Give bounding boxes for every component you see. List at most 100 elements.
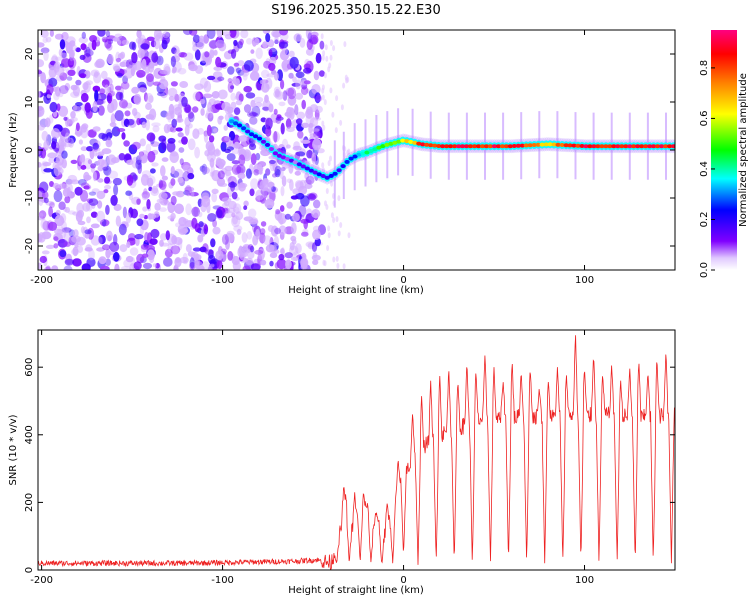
snr-x-ticks: -200 -100 0 100 <box>30 330 594 586</box>
noise-blob <box>105 248 111 259</box>
ridge-core <box>527 143 533 148</box>
noise-blob <box>334 127 338 134</box>
noise-blob <box>110 99 118 111</box>
noise-blob <box>64 206 71 213</box>
noise-blob <box>83 174 92 181</box>
noise-blob <box>128 144 138 155</box>
noise-blob <box>259 232 266 244</box>
noise-blob <box>118 99 128 109</box>
noise-blob <box>82 53 92 63</box>
noise-blob <box>98 132 106 140</box>
noise-blob <box>92 126 101 132</box>
ridge-core <box>428 143 434 148</box>
noise-blob <box>243 200 249 207</box>
noise-blob <box>304 183 313 190</box>
noise-blob <box>285 259 292 270</box>
noise-blob <box>311 242 318 253</box>
ridge-core <box>627 144 633 149</box>
noise-blob <box>181 96 188 108</box>
noise-blob <box>209 157 215 168</box>
noise-blob <box>287 95 297 106</box>
noise-blob <box>179 256 189 264</box>
ridge-core <box>368 148 374 153</box>
spectrogram-noise-field <box>38 30 351 270</box>
noise-blob <box>280 248 285 255</box>
noise-blob <box>221 101 231 111</box>
noise-blob <box>151 122 161 127</box>
noise-blob <box>200 108 205 116</box>
noise-blob <box>215 56 222 68</box>
ridge-core <box>452 144 458 149</box>
noise-blob <box>216 177 226 187</box>
noise-blob <box>138 87 147 93</box>
noise-blob <box>192 128 200 139</box>
ridge-core <box>567 143 573 148</box>
noise-blob <box>139 151 144 161</box>
noise-blob <box>44 266 51 270</box>
noise-blob <box>59 85 69 95</box>
noise-blob <box>321 120 325 127</box>
noise-blob <box>243 248 251 254</box>
noise-blob <box>147 151 156 163</box>
noise-blob <box>243 104 252 113</box>
noise-blob <box>249 188 255 197</box>
x-tick-label: 100 <box>575 575 594 586</box>
noise-blob <box>264 198 275 209</box>
ridge-core <box>448 144 454 149</box>
noise-blob <box>109 241 120 252</box>
noise-blob <box>178 228 189 233</box>
noise-blob <box>191 206 200 217</box>
ridge-core <box>420 142 426 147</box>
noise-blob <box>67 210 76 215</box>
noise-blob <box>294 92 304 100</box>
noise-blob <box>47 221 58 231</box>
noise-blob <box>300 86 309 96</box>
ridge-core <box>463 144 470 149</box>
noise-blob <box>257 163 263 171</box>
noise-blob <box>126 174 134 186</box>
noise-blob <box>253 96 264 103</box>
noise-blob <box>60 52 68 60</box>
noise-blob <box>281 175 287 187</box>
noise-blob <box>185 203 192 216</box>
ridge-core <box>623 144 629 149</box>
noise-blob <box>67 174 78 183</box>
noise-blob <box>289 241 295 251</box>
noise-blob <box>85 46 91 58</box>
noise-blob <box>203 224 209 235</box>
noise-blob <box>142 262 153 270</box>
noise-blob <box>189 30 198 36</box>
noise-blob <box>87 159 92 165</box>
noise-blob <box>268 62 276 71</box>
noise-blob <box>92 171 97 182</box>
noise-blob <box>98 256 107 265</box>
noise-blob <box>297 130 304 139</box>
noise-blob <box>131 156 140 169</box>
noise-blob <box>311 84 321 95</box>
noise-blob <box>93 150 98 157</box>
noise-blob <box>119 61 127 67</box>
noise-blob <box>80 126 89 139</box>
noise-blob <box>284 252 293 259</box>
noise-blob <box>330 180 334 187</box>
noise-blob <box>168 95 175 102</box>
noise-blob <box>38 233 43 243</box>
noise-blob <box>54 228 64 235</box>
noise-blob <box>174 257 182 268</box>
noise-blob <box>250 178 259 190</box>
noise-blob <box>173 168 184 179</box>
noise-blob <box>207 112 214 122</box>
noise-blob <box>93 71 99 78</box>
noise-blob <box>70 111 76 119</box>
noise-blob <box>156 55 164 66</box>
noise-blob <box>181 136 188 145</box>
noise-blob <box>90 211 98 218</box>
noise-blob <box>43 197 49 204</box>
noise-blob <box>135 237 140 247</box>
ridge-core <box>308 168 314 173</box>
noise-blob <box>234 166 244 175</box>
noise-blob <box>189 257 195 269</box>
ridge-core <box>507 144 513 149</box>
noise-blob <box>40 72 46 84</box>
ridge-core <box>535 142 541 147</box>
